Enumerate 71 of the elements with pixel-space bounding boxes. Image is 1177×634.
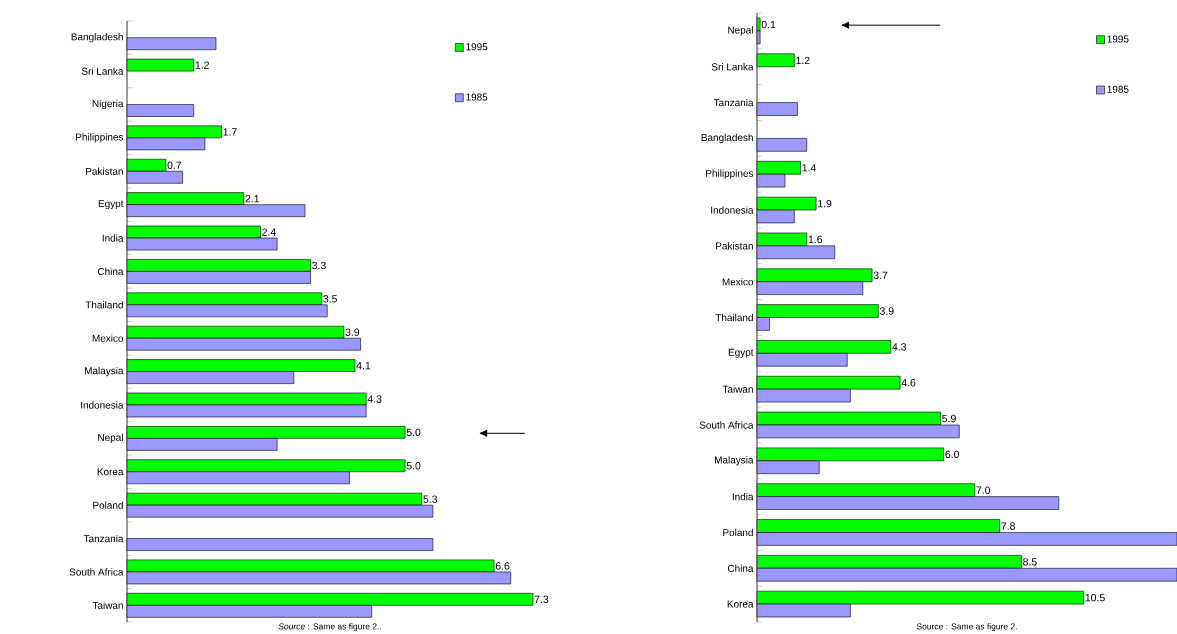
y-tick-label: South Africa (699, 421, 754, 429)
data-label: 0.1 (761, 20, 776, 29)
y-tick-label: Mexico (92, 334, 124, 342)
y-tick-label: China (97, 267, 124, 276)
data-label: 2.4 (262, 228, 276, 236)
data-label: 3.9 (879, 307, 894, 315)
data-label: 4.3 (367, 395, 382, 403)
y-tick-label: Korea (727, 600, 754, 608)
y-tick-label: Malaysia (84, 366, 124, 377)
data-label: 1.9 (818, 199, 832, 208)
data-label: 4.6 (901, 379, 916, 387)
data-label: 3.3 (312, 261, 326, 270)
y-tick-label: Sri Lanka (711, 63, 754, 71)
y-tick-label: India (732, 492, 754, 501)
legend-label: 1995 (1107, 35, 1129, 43)
y-tick-label: Thailand (715, 313, 753, 322)
y-tick-label: Taiwan (722, 385, 753, 393)
data-label: 1.2 (796, 56, 810, 64)
data-label: 5.0 (406, 428, 421, 437)
y-tick-label: India (102, 234, 124, 242)
y-tick-label: Bangladesh (701, 133, 753, 144)
y-tick-label: Egypt (728, 348, 754, 358)
data-label: 6.0 (945, 450, 959, 459)
data-label: 1.7 (223, 128, 237, 136)
y-tick-label: Poland (93, 501, 123, 509)
data-label: 3.9 (345, 328, 360, 336)
data-label: 5.9 (942, 414, 956, 423)
y-tick-label: Indonesia (711, 206, 754, 214)
y-tick-label: Nepal (98, 433, 123, 443)
data-label: 8.5 (1023, 558, 1037, 566)
data-label: 5.3 (423, 495, 438, 503)
y-tick-label: Thailand (85, 301, 123, 309)
y-tick-label: Philippines (76, 133, 124, 143)
y-tick-label: Mexico (722, 278, 754, 286)
data-label: 3.5 (323, 295, 337, 303)
data-label: 3.7 (873, 271, 888, 279)
y-tick-label: China (727, 564, 754, 572)
data-label: 0.7 (167, 161, 182, 169)
legend-label: 1995 (466, 43, 488, 51)
y-tick-label: Bangladesh (71, 33, 123, 43)
legend-label: 1985 (466, 93, 488, 101)
y-tick-label: Pakistan (86, 167, 123, 175)
y-tick-label: Pakistan (716, 242, 753, 250)
text: Source : Same as figure 2.. (278, 623, 381, 632)
y-tick-label: Taiwan (92, 601, 123, 609)
y-tick-label: Korea (97, 468, 124, 476)
legend-label: 1985 (1107, 85, 1129, 93)
y-tick-label: Egypt (98, 200, 124, 210)
y-tick-label: Nepal (728, 26, 753, 36)
data-label: 6.6 (495, 562, 510, 570)
source-note: Source : Same as figure 2. (916, 623, 1017, 632)
data-label: 1.2 (195, 61, 209, 69)
y-tick-label: Malaysia (714, 456, 754, 466)
data-label: 10.5 (1085, 593, 1105, 602)
data-label: 1.6 (808, 235, 823, 244)
data-label: 7.0 (976, 486, 991, 494)
y-tick-label: Nigeria (92, 99, 124, 110)
y-tick-label: Tanzania (83, 534, 124, 543)
y-tick-label: Indonesia (81, 401, 124, 409)
data-label: 7.8 (1001, 522, 1015, 530)
y-tick-label: Tanzania (713, 98, 754, 107)
data-label: 4.1 (356, 361, 371, 370)
data-label: 4.3 (892, 343, 907, 351)
data-label: 7.3 (534, 595, 549, 604)
y-tick-label: Poland (723, 528, 753, 537)
data-label: 5.0 (406, 462, 421, 470)
data-label: 2.1 (245, 194, 260, 203)
y-tick-label: Philippines (706, 169, 754, 179)
y-tick-label: Sri Lanka (81, 67, 124, 75)
data-label: 1.4 (802, 164, 816, 172)
y-tick-label: South Africa (69, 568, 124, 576)
